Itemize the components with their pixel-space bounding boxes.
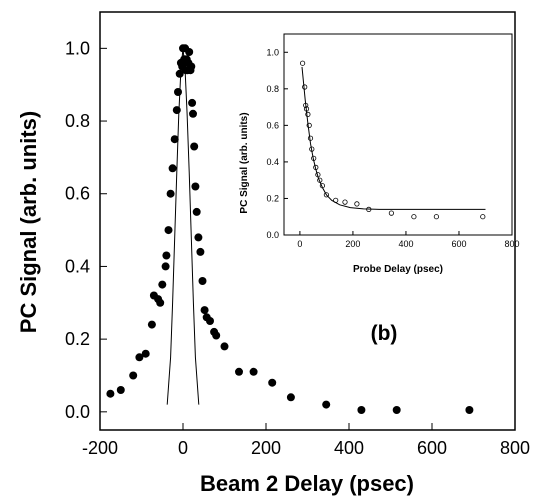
- main-y-tick-label: 0.6: [65, 184, 90, 204]
- inset-y-tick-label: 0.2: [266, 193, 279, 203]
- main-data-point: [162, 251, 171, 260]
- main-data-point: [196, 247, 205, 256]
- main-y-axis-label: PC Signal (arb. units): [16, 111, 41, 333]
- main-y-tick-label: 0.8: [65, 111, 90, 131]
- main-data-point: [156, 298, 165, 307]
- inset-data-point: [323, 192, 329, 198]
- main-data-point: [175, 69, 184, 78]
- main-data-point: [170, 135, 179, 144]
- main-x-tick-label: 600: [417, 438, 447, 458]
- inset-data-point: [302, 84, 308, 90]
- inset-x-axis-label: Probe Delay (psec): [353, 264, 443, 275]
- main-data-point: [147, 320, 156, 329]
- main-data-point: [168, 164, 177, 173]
- main-data-point: [322, 400, 331, 409]
- inset-x-tick-label: 200: [345, 239, 360, 249]
- main-x-tick-label: 400: [334, 438, 364, 458]
- inset-x-tick-label: 800: [504, 239, 519, 249]
- main-data-point: [185, 48, 194, 56]
- main-data-point: [465, 406, 474, 414]
- main-data-point: [268, 378, 277, 387]
- main-x-tick-label: 200: [251, 438, 281, 458]
- main-y-tick-label: 0.4: [65, 256, 90, 276]
- main-x-tick-label: 0: [178, 438, 188, 458]
- main-data-point: [235, 367, 243, 376]
- inset-data-point: [299, 60, 306, 66]
- inset-x-tick-label: 400: [398, 239, 413, 249]
- inset-y-axis-label: PC Signal (arb. units): [239, 112, 250, 213]
- inset-y-tick-label: 0.8: [266, 84, 279, 94]
- main-data-point: [187, 62, 196, 71]
- inset-data-point: [354, 201, 360, 207]
- inset-x-tick-label: 600: [451, 239, 466, 249]
- inset-data-point: [433, 214, 439, 220]
- main-plot: -200 0 200 400 600 800 0.0 0.2 0.4 0.6 0.8 1.0 Beam…: [16, 11, 530, 496]
- inset-y-tick-label: 1.0: [266, 47, 279, 57]
- main-x-tick-label: 800: [500, 438, 530, 458]
- inset-x-tick-label: 0: [297, 239, 302, 249]
- inset-data-point: [388, 210, 394, 216]
- inset-data-point: [480, 214, 486, 220]
- main-data-point: [191, 182, 200, 191]
- inset-background: [284, 34, 512, 235]
- main-data-point: [220, 342, 229, 351]
- main-data-point: [189, 109, 197, 118]
- main-data-point: [135, 353, 144, 362]
- inset-y-tick-label: 0.0: [266, 230, 279, 240]
- main-data-point: [200, 306, 209, 315]
- inset-data-point: [306, 122, 312, 129]
- inset-y-tick-label: 0.6: [266, 120, 279, 130]
- main-data-point: [212, 331, 221, 340]
- main-x-axis-label: Beam 2 Delay (psec): [200, 471, 414, 496]
- main-data-point: [116, 386, 125, 394]
- main-plot-frame: [99, 11, 516, 431]
- main-y-tick-label: 0.2: [65, 329, 90, 349]
- main-x-tick-label: -200: [82, 438, 118, 458]
- main-marks: [106, 44, 474, 414]
- main-data-point: [206, 317, 214, 325]
- inset-plot-frame: [283, 33, 513, 236]
- main-data-point: [392, 406, 401, 414]
- main-data-point: [194, 233, 203, 242]
- main-data-point: [164, 226, 173, 235]
- main-data-point: [188, 98, 197, 107]
- main-y-tick-label: 1.0: [65, 38, 90, 58]
- inset-data-point: [342, 199, 348, 205]
- main-fit-line: [166, 48, 200, 405]
- main-data-point: [158, 280, 167, 289]
- main-data-point: [106, 389, 115, 398]
- main-data-point: [357, 406, 366, 414]
- main-data-point: [166, 189, 175, 198]
- inset-y-tick-label: 0.4: [266, 157, 279, 167]
- inset-ticks: 0 200 400 600 800 0.0 0.2 0.4 0.6 0.8 1.0: [266, 47, 519, 249]
- main-data-point: [161, 262, 170, 271]
- inset-fit-line: [301, 66, 486, 210]
- main-data-point: [174, 88, 182, 96]
- main-data-point: [190, 142, 199, 151]
- main-data-point: [129, 371, 138, 380]
- inset-plot: 0 200 400 600 800 0.0 0.2 0.4 0.6 0.8 1.0 Probe De…: [239, 33, 520, 275]
- inset-data-point: [305, 111, 311, 118]
- main-data-point: [192, 207, 201, 216]
- main-data-point: [249, 367, 258, 376]
- main-ticks: -200 0 200 400 600 800 0.0 0.2 0.4 0.6 0.8 1.0: [65, 38, 530, 458]
- main-y-tick-label: 0.0: [65, 402, 90, 422]
- inset-data-point: [411, 214, 417, 220]
- main-data-point: [286, 393, 295, 402]
- panel-label: (b): [371, 322, 398, 345]
- main-data-point: [198, 277, 207, 285]
- inset-marks: [299, 60, 486, 220]
- main-data-point: [141, 349, 150, 358]
